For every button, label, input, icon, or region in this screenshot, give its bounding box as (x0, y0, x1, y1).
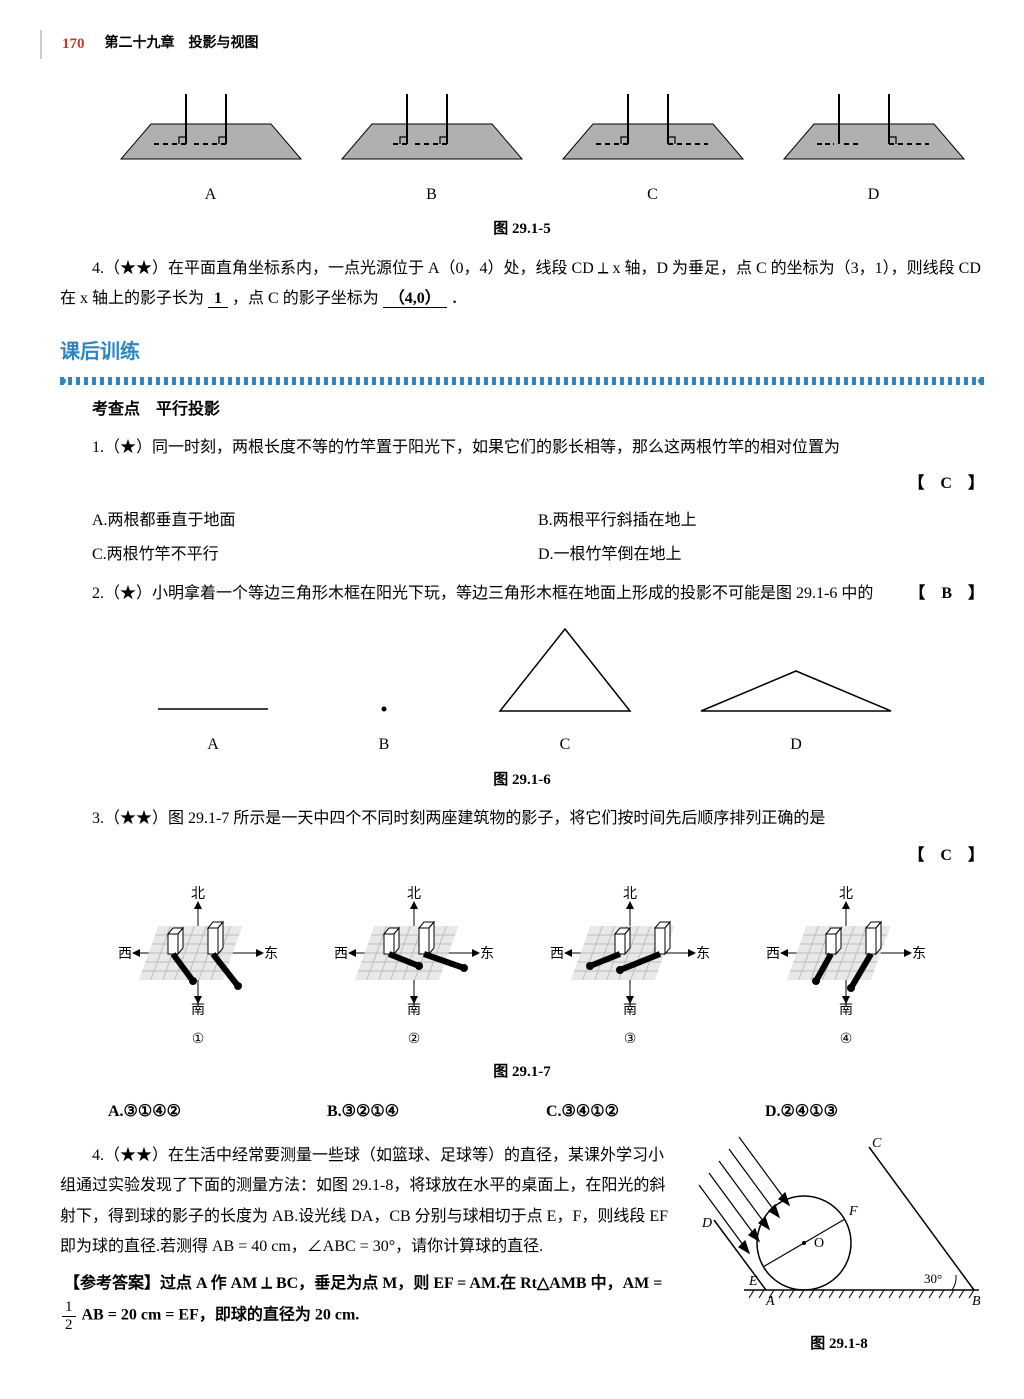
svg-text:南: 南 (623, 1002, 637, 1016)
trapezoid-d (779, 89, 969, 169)
q1-opt-d: D.一根竹竿倒在地上 (538, 538, 984, 572)
tri-c (490, 619, 640, 719)
svg-text:北: 北 (839, 886, 853, 902)
question-2: 2.（★）小明拿着一个等边三角形木框在阳光下玩，等边三角形木框在地面上形成的投影… (60, 579, 984, 609)
svg-text:西: 西 (766, 947, 780, 962)
blank-coord: （4,0） (383, 290, 447, 308)
fig-29-1-8-caption: 图 29.1-8 (694, 1330, 984, 1359)
svg-text:E: E (748, 1274, 758, 1289)
q4-p2-pre: 【参考答案】过点 A 作 AM ⟂ BC，垂足为点 M，则 EF = AM.在 … (64, 1275, 662, 1292)
svg-text:A: A (765, 1294, 775, 1309)
section-header: 课后训练 (60, 333, 984, 371)
q2-text: 2.（★）小明拿着一个等边三角形木框在阳光下玩，等边三角形木框在地面上形成的投影… (92, 585, 873, 602)
svg-text:F: F (848, 1204, 858, 1219)
dotline-divider (60, 377, 984, 385)
svg-text:东: 东 (696, 946, 710, 962)
q1-text: 1.（★）同一时刻，两根长度不等的竹竿置于阳光下，如果它们的影长相等，那么这两根… (92, 439, 840, 456)
panel-label-3: ③ (545, 1027, 715, 1054)
label-d: D (779, 180, 969, 210)
page-header: 170 第二十九章 投影与视图 (40, 30, 984, 59)
svg-text:北: 北 (623, 886, 637, 902)
question-top-4: 4.（★★）在平面直角坐标系内，一点光源位于 A（0，4）处，线段 CD ⟂ x… (60, 254, 984, 315)
q3-opt-a: A.③①④② (108, 1097, 327, 1127)
svg-text:东: 东 (264, 946, 278, 962)
chapter-title: 第二十九章 投影与视图 (105, 31, 259, 58)
trapezoid-b (337, 89, 527, 169)
q3-options: A.③①④② B.③②①④ C.③④①② D.②④①③ (108, 1097, 984, 1127)
figure-29-1-8: O A B C F D E 3 (694, 1135, 984, 1359)
q3-text: 3.（★★）图 29.1-7 所示是一天中四个不同时刻两座建筑物的影子，将它们按… (92, 810, 825, 827)
panel-label-4: ④ (761, 1027, 931, 1054)
label-a: A (116, 180, 306, 210)
page-number: 170 (62, 30, 85, 59)
q3-opt-b: B.③②①④ (327, 1097, 546, 1127)
svg-text:西: 西 (550, 947, 564, 962)
topic-line: 考查点 平行投影 (60, 395, 984, 425)
label-c: C (558, 180, 748, 210)
svg-text:西: 西 (334, 947, 348, 962)
q1-opt-a: A.两根都垂直于地面 (92, 504, 538, 538)
svg-text:北: 北 (191, 886, 205, 902)
q1-answer: 【 C 】 (908, 469, 984, 499)
fig-29-1-5-caption: 图 29.1-5 (60, 215, 984, 244)
compass-panel-2: 北 南 西 东 ② (329, 886, 499, 1053)
q4top-suffix: ． (451, 290, 467, 307)
fraction-half: 12 (62, 1299, 76, 1333)
q4top-prefix: 4.（★★）在平面直角坐标系内，一点光源位于 A（0，4）处，线段 CD ⟂ x… (60, 260, 981, 307)
question-1: 1.（★）同一时刻，两根长度不等的竹竿置于阳光下，如果它们的影长相等，那么这两根… (60, 433, 984, 463)
panel-label-2: ② (329, 1027, 499, 1054)
fig-29-1-7-caption: 图 29.1-7 (60, 1058, 984, 1087)
tri-label-d: D (696, 730, 896, 760)
compass-panel-3: 北 南 西 东 ③ (545, 886, 715, 1053)
svg-text:东: 东 (912, 946, 926, 962)
svg-text:北: 北 (407, 886, 421, 902)
tri-d (696, 619, 896, 719)
compass-panel-4: 北 南 西 东 ④ (761, 886, 931, 1053)
blank-length: 1 (208, 290, 228, 308)
compass-panel-1: 北 南 西 东 ① (113, 886, 283, 1053)
svg-text:南: 南 (191, 1002, 205, 1016)
tri-label-a: A (148, 730, 278, 760)
q4-p1: 4.（★★）在生活中经常要测量一些球（如篮球、足球等）的直径，某课外学习小组通过… (60, 1141, 679, 1263)
q3-answer: 【 C 】 (908, 841, 984, 871)
figure-29-1-6: A B C D (120, 619, 924, 761)
tri-b (334, 619, 434, 719)
svg-text:C: C (872, 1136, 882, 1151)
tri-a (148, 619, 278, 719)
svg-text:南: 南 (839, 1002, 853, 1016)
label-b: B (337, 180, 527, 210)
tri-label-b: B (334, 730, 434, 760)
question-4: 4.（★★）在生活中经常要测量一些球（如篮球、足球等）的直径，某课外学习小组通过… (60, 1135, 984, 1359)
svg-text:D: D (701, 1216, 712, 1231)
q4-p2: 【参考答案】过点 A 作 AM ⟂ BC，垂足为点 M，则 EF = AM.在 … (60, 1269, 679, 1333)
q4top-mid: ，点 C 的影子坐标为 (232, 290, 379, 307)
svg-text:南: 南 (407, 1002, 421, 1016)
svg-text:东: 东 (480, 946, 494, 962)
q1-opt-b: B.两根平行斜插在地上 (538, 504, 984, 538)
svg-text:O: O (814, 1236, 824, 1251)
q4-p2-post: AB = 20 cm = EF，即球的直径为 20 cm. (82, 1307, 360, 1324)
figure-29-1-5: A B C (100, 89, 984, 211)
figure-29-1-7: 北 南 西 东 ① 北 南 西 东 (90, 886, 954, 1053)
tri-label-c: C (490, 730, 640, 760)
svg-text:西: 西 (118, 947, 132, 962)
q2-answer: 【 B 】 (877, 579, 984, 609)
question-3: 3.（★★）图 29.1-7 所示是一天中四个不同时刻两座建筑物的影子，将它们按… (60, 804, 984, 834)
svg-text:30°: 30° (924, 1271, 942, 1286)
trapezoid-a (116, 89, 306, 169)
q3-opt-c: C.③④①② (546, 1097, 765, 1127)
svg-text:B: B (972, 1294, 981, 1309)
q3-opt-d: D.②④①③ (765, 1097, 984, 1127)
q1-opt-c: C.两根竹竿不平行 (92, 538, 538, 572)
trapezoid-c (558, 89, 748, 169)
fig-29-1-6-caption: 图 29.1-6 (60, 766, 984, 795)
q1-options: A.两根都垂直于地面 B.两根平行斜插在地上 C.两根竹竿不平行 D.一根竹竿倒… (92, 504, 984, 573)
panel-label-1: ① (113, 1027, 283, 1054)
